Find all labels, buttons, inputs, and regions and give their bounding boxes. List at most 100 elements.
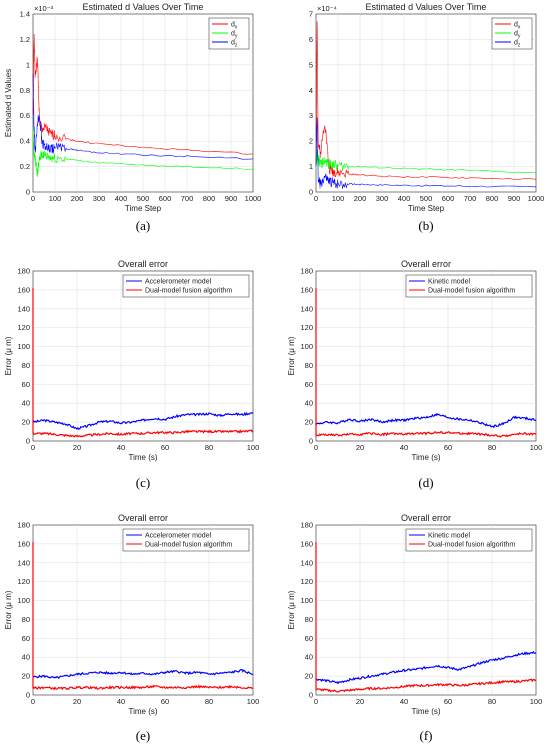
x-tick-label: 900	[508, 194, 521, 203]
chart-f: 0 20 40 60 80 100 120 140 160 180 0 20 40 60 80 100 Kine…	[287, 513, 542, 743]
y-tick-label: 140	[17, 558, 30, 567]
legend-box	[122, 274, 250, 298]
y-tick-label: 160	[300, 539, 313, 548]
x-tick-label: 20	[73, 697, 81, 706]
x-axis-label: Time Step	[125, 204, 162, 213]
x-tick-label: 800	[203, 194, 216, 203]
x-tick-label: 400	[115, 194, 128, 203]
legend-label: Dual-model fusion algorithm	[428, 288, 515, 295]
series-line-2	[315, 117, 537, 189]
x-tick-label: 60	[444, 443, 452, 452]
x-tick-label: 20	[73, 443, 81, 452]
x-tick-label: 800	[486, 194, 499, 203]
legend-label: dx	[514, 22, 521, 31]
x-tick-label: 900	[225, 194, 238, 203]
legend-label: Accelerometer model	[145, 279, 212, 286]
y-tick-label: 0	[309, 188, 313, 197]
y-tick-label: 2	[309, 137, 313, 146]
chart-a: 0 0.2 0.4 0.6 0.8 1 1.2 1.4 0 100 200 300 400 500 600 7…	[4, 2, 261, 233]
y-tick-label: 80	[305, 615, 313, 624]
x-axis-label: Time (s)	[411, 707, 440, 716]
y-tick-label: 100	[17, 596, 30, 605]
chart-title: Overall error	[401, 259, 451, 269]
y-exponent-label: ×10⁻⁴	[317, 4, 337, 13]
series-line-1	[315, 678, 537, 693]
x-tick-label: 60	[444, 697, 452, 706]
y-tick-label: 20	[305, 672, 313, 681]
legend-label: dz	[231, 40, 238, 49]
x-tick-label: 80	[488, 443, 496, 452]
legend-label: dy	[231, 31, 238, 40]
chart-title: Overall error	[118, 259, 168, 269]
x-tick-label: 40	[400, 443, 408, 452]
x-axis-label: Time (s)	[128, 707, 157, 716]
figure-caption: (f)	[420, 728, 433, 743]
plot-area	[32, 270, 254, 442]
x-tick-label: 40	[400, 697, 408, 706]
series-line-2	[32, 73, 254, 160]
figure-caption: (d)	[418, 475, 433, 490]
y-tick-label: 60	[305, 380, 313, 389]
x-tick-label: 100	[530, 697, 543, 706]
x-tick-label: 700	[464, 194, 477, 203]
x-tick-label: 500	[420, 194, 433, 203]
legend-subscript: z	[235, 43, 238, 49]
legend-subscript: x	[235, 25, 238, 31]
chart-b: 0 1 2 3 4 5 6 7 0 100 200 300 400 500 600 700 800 900 1000…	[309, 2, 545, 233]
x-tick-label: 100	[530, 443, 543, 452]
legend-subscript: y	[518, 34, 521, 40]
x-tick-label: 300	[376, 194, 389, 203]
y-tick-label: 140	[300, 304, 313, 313]
x-tick-label: 100	[332, 194, 345, 203]
y-tick-label: 100	[300, 342, 313, 351]
figure-caption: (b)	[418, 218, 433, 233]
legend-box	[405, 528, 533, 552]
y-tick-label: 3	[309, 111, 313, 120]
x-tick-label: 0	[31, 697, 35, 706]
legend-label: dz	[514, 40, 521, 49]
x-tick-label: 20	[356, 443, 364, 452]
chart-title: Overall error	[118, 513, 168, 523]
legend-subscript: y	[235, 34, 238, 40]
y-tick-label: 120	[300, 577, 313, 586]
chart-title: Overall error	[401, 513, 451, 523]
figure-caption: (a)	[136, 218, 150, 233]
y-tick-label: 20	[22, 672, 30, 681]
y-tick-label: 160	[17, 539, 30, 548]
x-tick-label: 100	[247, 443, 260, 452]
series-line-0	[315, 21, 537, 180]
y-tick-label: 7	[309, 10, 313, 19]
x-tick-label: 500	[137, 194, 150, 203]
y-axis-label: Error (μ m)	[287, 590, 296, 629]
y-tick-label: 60	[22, 634, 30, 643]
x-tick-label: 700	[181, 194, 194, 203]
x-tick-label: 1000	[245, 194, 262, 203]
y-axis-label: Error (μ m)	[287, 336, 296, 375]
x-tick-label: 40	[117, 443, 125, 452]
y-tick-label: 0.8	[20, 86, 30, 95]
y-tick-label: 180	[300, 267, 313, 276]
x-tick-label: 200	[71, 194, 84, 203]
x-axis-label: Time (s)	[128, 453, 157, 462]
figure-caption: (c)	[136, 475, 150, 490]
y-tick-label: 100	[17, 342, 30, 351]
plot-area	[315, 524, 537, 696]
series-line-1	[315, 430, 537, 438]
y-tick-label: 0	[309, 691, 313, 700]
legend-label: dy	[514, 31, 521, 40]
x-tick-label: 100	[49, 194, 62, 203]
x-tick-label: 300	[93, 194, 106, 203]
x-tick-label: 60	[161, 697, 169, 706]
x-tick-label: 1000	[528, 194, 545, 203]
y-tick-label: 160	[300, 285, 313, 294]
y-tick-label: 0	[26, 188, 30, 197]
y-tick-label: 0	[26, 691, 30, 700]
legend-label: Dual-model fusion algorithm	[145, 542, 232, 549]
y-tick-label: 120	[17, 577, 30, 586]
y-tick-label: 80	[22, 361, 30, 370]
y-tick-label: 80	[305, 361, 313, 370]
y-tick-label: 6	[309, 35, 313, 44]
y-tick-label: 120	[17, 323, 30, 332]
y-axis-label: Estimated d Values	[4, 69, 13, 137]
x-tick-label: 400	[398, 194, 411, 203]
